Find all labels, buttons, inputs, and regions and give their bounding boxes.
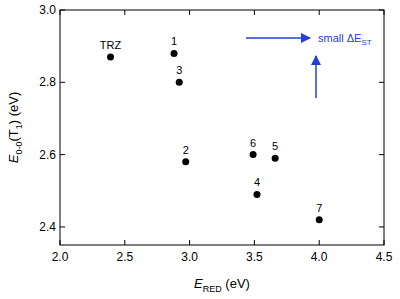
arrow-right — [246, 37, 310, 39]
y-tick-label: 2.4 — [39, 220, 56, 234]
x-tick-label: 3.5 — [246, 250, 263, 264]
spacer: ​ — [371, 32, 372, 44]
point-label: 1 — [171, 35, 177, 47]
y-tick-right — [379, 10, 384, 11]
x-tick-label: 2.5 — [116, 250, 133, 264]
y-tick-right — [379, 226, 384, 227]
text-part: ) (eV) — [6, 92, 21, 125]
y-tick — [60, 82, 65, 83]
point-label: TRZ — [100, 39, 122, 51]
text-part: E — [194, 276, 203, 291]
x-tick-label: 4.0 — [311, 250, 328, 264]
x-tick — [60, 240, 61, 245]
y-axis-label: E0-0​(T1​) (eV) — [6, 92, 24, 163]
y-axis: 2.4 2.6 2.8 3.0 — [39, 3, 384, 234]
annotation-text: small ΔEST​ — [318, 32, 372, 47]
x-tick — [384, 240, 385, 245]
x-tick — [254, 240, 255, 245]
x-tick — [319, 240, 320, 245]
subscript: 0-0 — [14, 142, 24, 155]
x-tick-label: 3.0 — [181, 250, 198, 264]
y-tick-right — [379, 154, 384, 155]
point-label: 5 — [272, 140, 278, 152]
x-tick — [124, 240, 125, 245]
y-tick-label: 2.6 — [39, 148, 56, 162]
y-tick-label: 2.8 — [39, 75, 56, 89]
point-label: 7 — [316, 202, 322, 214]
subscript: ST — [361, 38, 371, 47]
point-label: 2 — [183, 144, 189, 156]
point-label: 6 — [250, 137, 256, 149]
point — [272, 155, 279, 162]
x-tick-top — [319, 10, 320, 15]
x-tick — [189, 240, 190, 245]
plot-frame — [60, 10, 384, 245]
y-tick-label: 3.0 — [39, 3, 56, 17]
point — [182, 158, 189, 165]
chart: 2.02.53.03.54.04.52.42.62.83.0ERED​ (eV)… — [0, 0, 400, 299]
x-tick-top — [124, 10, 125, 15]
y-tick — [60, 154, 65, 155]
x-tick-top — [384, 10, 385, 15]
text-part: small ΔE — [318, 32, 361, 44]
annotation: small ΔEST​ — [246, 32, 372, 98]
text-part: E — [6, 154, 21, 163]
point-labels: TRZ 1 3 2 6 5 4 7 — [100, 35, 322, 213]
x-tick-top — [254, 10, 255, 15]
point — [171, 50, 178, 57]
x-tick-label: 4.5 — [376, 250, 393, 264]
x-axis-label: ERED​ (eV) — [194, 276, 250, 294]
x-tick-top — [60, 10, 61, 15]
arrow-up — [315, 56, 317, 98]
point — [316, 216, 323, 223]
y-tick — [60, 226, 65, 227]
x-axis: 2.0 2.5 3.0 3.5 4.0 4.5 — [52, 10, 393, 264]
text-part: (eV) — [222, 276, 250, 291]
point — [176, 79, 183, 86]
y-tick — [60, 10, 65, 11]
point — [253, 191, 260, 198]
point — [250, 151, 257, 158]
x-tick-label: 2.0 — [52, 250, 69, 264]
point-label: 4 — [254, 176, 260, 188]
x-tick-top — [189, 10, 190, 15]
point-label: 3 — [176, 64, 182, 76]
point — [107, 54, 114, 61]
points — [107, 50, 323, 223]
subscript: RED — [203, 284, 223, 294]
y-tick-right — [379, 82, 384, 83]
text-part: (T — [6, 129, 21, 141]
